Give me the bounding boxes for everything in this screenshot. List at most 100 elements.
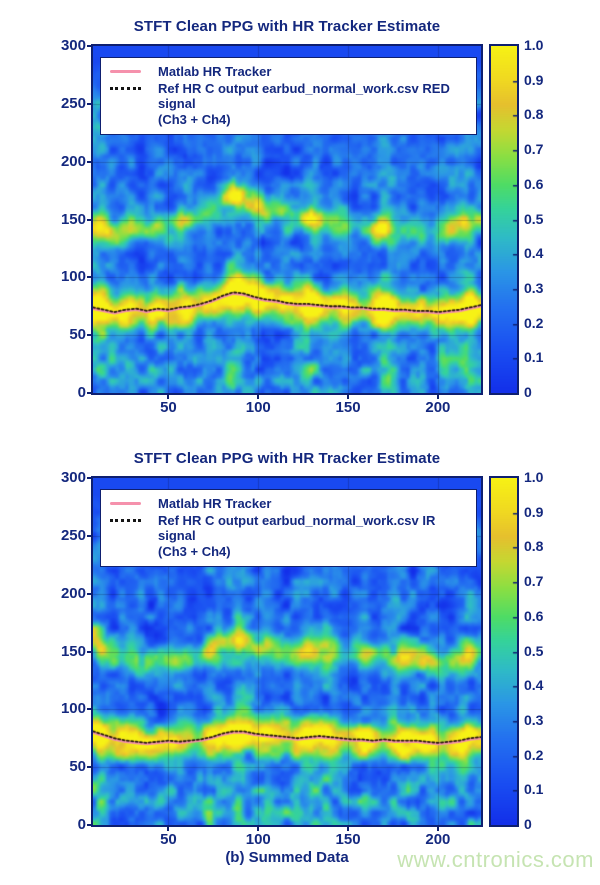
x-axis-tickmarks-bottom <box>93 827 481 833</box>
y-tick-label: 100 <box>60 268 86 286</box>
x-tickmark <box>167 827 170 831</box>
colorbar-tick-label: 0.9 <box>524 71 544 88</box>
colorbar-ticks-top: 1.0 0.9 0.8 0.7 0.6 0.5 0.4 0.3 0.2 0.1 0 <box>524 37 564 400</box>
colorbar-tick-label: 0.8 <box>524 106 544 123</box>
y-tickmark <box>87 534 91 537</box>
colorbar-tick-label: 0 <box>524 816 532 832</box>
pink-line-swatch-icon <box>110 502 141 505</box>
y-axis-tickmarks-bottom <box>85 477 91 826</box>
x-tick-label: 100 <box>245 399 271 416</box>
colorbar-tick-label: 0.1 <box>524 781 544 798</box>
watermark: www.cntronics.com <box>397 847 594 872</box>
y-tick-label: 0 <box>77 384 86 401</box>
colorbar-tick-label: 0.4 <box>524 677 544 694</box>
dotted-line-swatch-icon <box>110 86 141 90</box>
legend-label-line2: (Ch3 + Ch4) <box>158 111 231 127</box>
y-axis-ticks-bottom: 300 250 200 150 100 50 0 <box>36 469 86 833</box>
y-tick-label: 150 <box>60 210 86 228</box>
y-tick-label: 200 <box>60 152 86 170</box>
y-tick-label: 200 <box>60 584 86 602</box>
x-tickmark <box>257 827 260 831</box>
colorbar-tick-label: 0.2 <box>524 746 544 763</box>
y-tickmark <box>87 218 91 221</box>
colorbar-bottom <box>489 476 519 827</box>
x-axis-ticks-top: 50 100 150 200 <box>93 399 481 419</box>
legend-label: Ref HR C output earbud_normal_work.csv R… <box>158 81 467 128</box>
x-tickmark <box>167 395 170 399</box>
y-tick-label: 150 <box>60 642 86 660</box>
colorbar-tick-label: 0.3 <box>524 279 544 296</box>
colorbar-ticks-bottom: 1.0 0.9 0.8 0.7 0.6 0.5 0.4 0.3 0.2 0.1 0 <box>524 469 564 832</box>
x-tickmark <box>257 395 260 399</box>
y-tickmark <box>87 477 91 479</box>
y-tickmark <box>87 708 91 711</box>
x-axis-tickmarks-top <box>93 395 481 401</box>
colorbar-tick-label: 1.0 <box>524 37 544 53</box>
y-tick-label: 250 <box>60 526 86 544</box>
y-tick-label: 50 <box>69 758 86 776</box>
legend-item-ref-hr: Ref HR C output earbud_normal_work.csv I… <box>110 513 467 560</box>
y-tickmark <box>87 592 91 595</box>
x-tick-label: 150 <box>335 831 361 848</box>
colorbar-tick-label: 0.6 <box>524 607 544 624</box>
x-tickmark <box>347 827 350 831</box>
y-tickmark <box>87 160 91 163</box>
colorbar-tick-label: 0.7 <box>524 141 544 158</box>
x-tick-label: 50 <box>160 831 177 848</box>
x-tickmark <box>436 395 439 399</box>
colorbar-tick-label: 1.0 <box>524 469 544 485</box>
colorbar-tick-label: 0.8 <box>524 538 544 555</box>
y-tick-label: 0 <box>77 816 86 833</box>
colorbar-tick-label: 0.1 <box>524 349 544 366</box>
colorbar-tick-label: 0.9 <box>524 503 544 520</box>
colorbar-tick-label: 0.5 <box>524 210 544 227</box>
legend-label: Matlab HR Tracker <box>158 64 272 79</box>
pink-line-swatch-icon <box>110 70 141 73</box>
colorbar-top <box>489 44 519 395</box>
y-axis-tickmarks-top <box>85 45 91 394</box>
y-tickmark <box>87 650 91 653</box>
x-tick-label: 150 <box>335 399 361 416</box>
legend-label: Matlab HR Tracker <box>158 496 272 511</box>
x-tick-label: 100 <box>245 831 271 848</box>
y-tickmark <box>87 766 91 769</box>
colorbar-tick-label: 0.3 <box>524 711 544 728</box>
legend-label-line1: Ref HR C output earbud_normal_work.csv I… <box>158 512 436 544</box>
y-tickmark <box>87 45 91 47</box>
legend-top: Matlab HR Tracker Ref HR C output earbud… <box>100 57 477 135</box>
colorbar-tick-label: 0.2 <box>524 314 544 331</box>
x-axis-label: (b) Summed Data <box>225 849 349 866</box>
y-tick-label: 100 <box>60 700 86 718</box>
y-tick-label: 50 <box>69 326 86 344</box>
colorbar-canvas-bottom <box>491 478 517 825</box>
colorbar-tick-label: 0.5 <box>524 642 544 659</box>
chart-title-bottom: STFT Clean PPG with HR Tracker Estimate <box>133 450 441 467</box>
y-tickmark <box>87 392 91 394</box>
legend-label-line2: (Ch3 + Ch4) <box>158 543 231 559</box>
y-tickmark <box>87 824 91 826</box>
x-tick-label: 50 <box>160 399 177 416</box>
x-tick-label: 200 <box>425 399 451 416</box>
x-axis-ticks-bottom: 50 100 150 200 <box>93 831 481 851</box>
x-tickmark <box>347 395 350 399</box>
y-tickmark <box>87 276 91 279</box>
colorbar-tick-label: 0 <box>524 384 532 400</box>
x-tick-label: 200 <box>425 831 451 848</box>
dotted-line-swatch-icon <box>110 518 141 522</box>
legend-item-ref-hr: Ref HR C output earbud_normal_work.csv R… <box>110 81 467 128</box>
legend-label: Ref HR C output earbud_normal_work.csv I… <box>158 513 467 560</box>
legend-label-line1: Ref HR C output earbud_normal_work.csv R… <box>158 80 450 112</box>
chart-title-top: STFT Clean PPG with HR Tracker Estimate <box>133 18 441 35</box>
y-tick-label: 300 <box>60 37 86 54</box>
colorbar-tick-label: 0.4 <box>524 245 544 262</box>
colorbar-tick-label: 0.7 <box>524 573 544 590</box>
colorbar-canvas-top <box>491 46 517 393</box>
y-tickmark <box>87 102 91 105</box>
y-axis-ticks-top: 300 250 200 150 100 50 0 <box>36 37 86 401</box>
legend-item-matlab-tracker: Matlab HR Tracker <box>110 64 467 80</box>
legend-item-matlab-tracker: Matlab HR Tracker <box>110 496 467 512</box>
y-tick-label: 300 <box>60 469 86 486</box>
legend-bottom: Matlab HR Tracker Ref HR C output earbud… <box>100 489 477 567</box>
colorbar-tick-label: 0.6 <box>524 175 544 192</box>
